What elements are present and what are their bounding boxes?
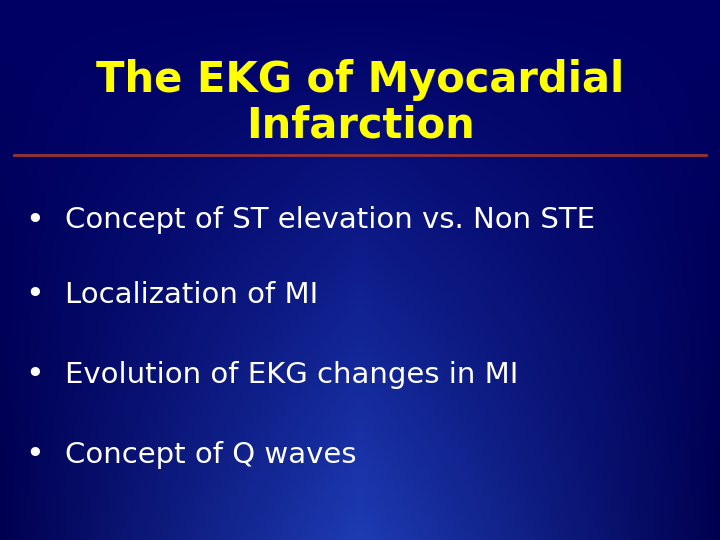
Text: •: • [26, 440, 45, 470]
Text: •: • [26, 280, 45, 310]
Text: Evolution of EKG changes in MI: Evolution of EKG changes in MI [65, 361, 518, 389]
Text: •: • [26, 360, 45, 390]
Text: The EKG of Myocardial: The EKG of Myocardial [96, 59, 624, 101]
Text: •: • [26, 205, 45, 235]
Text: Infarction: Infarction [246, 104, 474, 146]
Text: Localization of MI: Localization of MI [65, 281, 318, 309]
Text: Concept of ST elevation vs. Non STE: Concept of ST elevation vs. Non STE [65, 206, 595, 234]
Text: Concept of Q waves: Concept of Q waves [65, 441, 356, 469]
